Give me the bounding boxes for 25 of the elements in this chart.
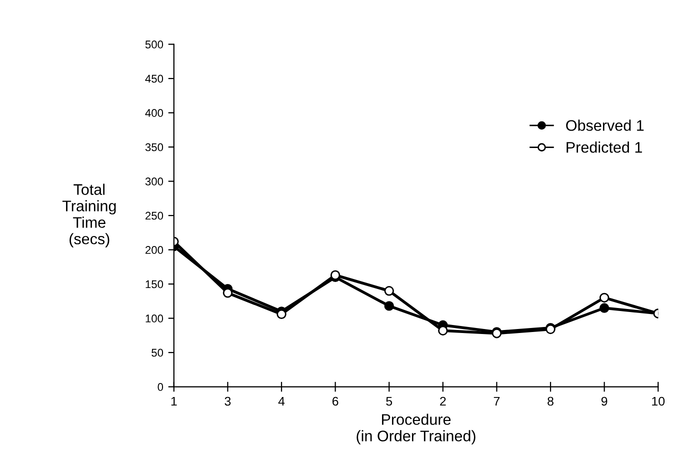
y-tick-label: 300 (145, 178, 164, 186)
x-tick-label: 7 (494, 396, 500, 406)
y-tick-label: 0 (158, 383, 164, 391)
x-axis-title: Procedure (in Order Trained) (356, 414, 476, 444)
y-tick-label: 200 (146, 246, 164, 254)
y-tick-label: 450 (145, 74, 164, 83)
x-tick-label: 4 (278, 396, 285, 406)
y-tick-label: 500 (145, 40, 164, 48)
y-tick-label: 100 (146, 314, 164, 322)
x-tick-label: 9 (601, 396, 608, 406)
y-tick-label: 250 (146, 212, 164, 220)
y-tick-label: 50 (152, 348, 164, 357)
x-tick-label: 2 (440, 396, 446, 406)
y-axis-title: Total Training Time (secs) (62, 184, 116, 248)
y-tick-label: 350 (145, 143, 164, 152)
y-tick-label: 400 (145, 109, 164, 117)
x-tick-label: 8 (548, 396, 554, 406)
x-tick-label: 5 (386, 396, 392, 406)
x-tick-label: 3 (224, 396, 231, 406)
legend-label: Observed 1 (566, 120, 644, 131)
x-tick-label: 1 (171, 396, 177, 406)
legend-label: Predicted 1 (566, 142, 642, 153)
y-tick-label: 150 (146, 280, 164, 288)
x-tick-label: 10 (652, 396, 665, 406)
x-tick-label: 6 (332, 396, 338, 406)
